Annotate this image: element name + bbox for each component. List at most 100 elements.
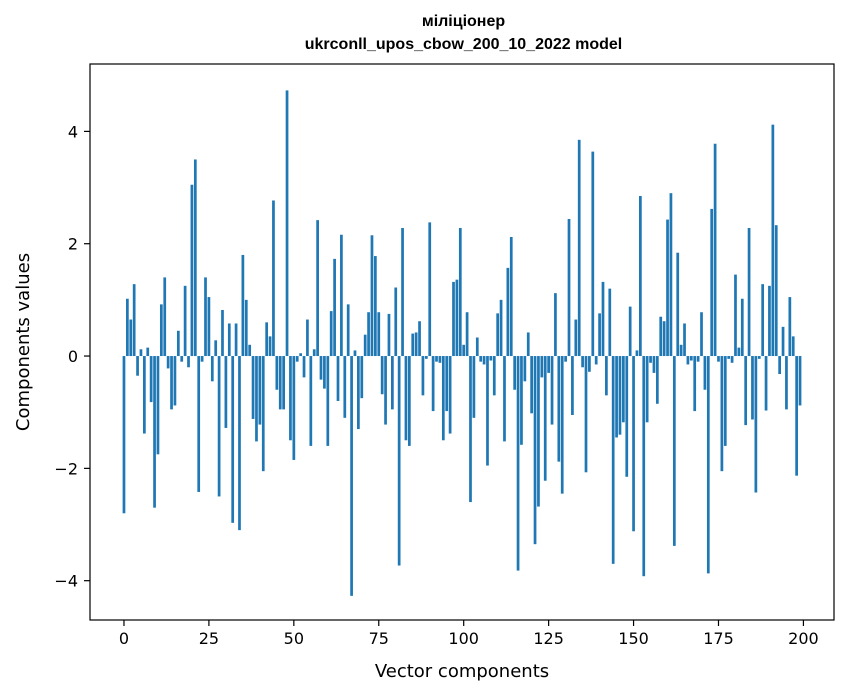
bar-136 <box>584 356 588 473</box>
x-axis-ticks: 0 25 50 75 100 125 150 175 200 <box>119 620 819 648</box>
bar-146 <box>618 356 622 435</box>
bar-183 <box>744 356 748 426</box>
bar-1 <box>126 298 129 357</box>
bar-117 <box>520 356 523 445</box>
bar-137 <box>588 356 591 372</box>
bar-150 <box>632 356 635 532</box>
bar-195 <box>785 356 788 410</box>
bar-38 <box>251 356 255 419</box>
x-tick-label: 200 <box>788 629 819 648</box>
bar-29 <box>221 309 224 357</box>
bar-46 <box>278 356 282 410</box>
bar-86 <box>414 332 418 357</box>
bar-129 <box>560 356 564 494</box>
bar-97 <box>452 281 455 357</box>
bar-14 <box>170 356 173 410</box>
bar-179 <box>730 356 734 363</box>
bar-154 <box>645 356 649 423</box>
bar-149 <box>628 306 632 357</box>
bar-62 <box>333 258 336 357</box>
bar-77 <box>384 356 387 425</box>
bar-182 <box>740 298 744 357</box>
bar-52 <box>299 353 302 357</box>
bar-107 <box>486 356 489 466</box>
bar-96 <box>448 356 452 434</box>
bar-19 <box>187 356 190 368</box>
bar-41 <box>261 356 265 472</box>
x-tick-label: 25 <box>199 629 219 648</box>
bar-23 <box>200 356 204 362</box>
y-tick-label: 0 <box>68 347 78 366</box>
bar-72 <box>367 312 370 357</box>
bar-28 <box>217 356 221 497</box>
bar-13 <box>166 356 170 369</box>
bar-108 <box>489 356 493 361</box>
bar-75 <box>377 312 381 357</box>
bar-24 <box>204 277 207 357</box>
bar-173 <box>710 208 714 357</box>
bar-93 <box>438 356 442 363</box>
bar-165 <box>683 323 686 357</box>
bar-192 <box>774 225 778 357</box>
bar-57 <box>316 220 319 357</box>
bar-100 <box>462 344 466 357</box>
plot-frame <box>89 63 835 621</box>
bar-178 <box>727 356 731 359</box>
bar-91 <box>431 356 435 412</box>
bar-187 <box>757 356 761 359</box>
bar-11 <box>159 304 163 357</box>
bar-101 <box>465 312 469 357</box>
bar-48 <box>285 90 289 357</box>
bar-114 <box>509 236 513 357</box>
bar-83 <box>404 356 408 441</box>
bar-2 <box>129 319 133 357</box>
bar-47 <box>282 356 285 410</box>
bar-115 <box>513 356 517 390</box>
bar-186 <box>754 356 758 493</box>
bar-159 <box>662 321 666 357</box>
bar-109 <box>492 356 496 396</box>
y-axis-ticks: −4 −2 0 2 4 <box>54 122 90 591</box>
bar-189 <box>764 356 768 411</box>
bar-128 <box>557 356 561 462</box>
y-axis-label: Components values <box>13 253 34 431</box>
bar-156 <box>652 356 656 373</box>
bar-116 <box>516 356 520 571</box>
bar-78 <box>387 313 391 357</box>
y-tick-label: 2 <box>68 235 78 254</box>
bar-12 <box>163 277 167 357</box>
bar-50 <box>292 356 296 460</box>
bar-191 <box>771 124 775 357</box>
bar-142 <box>605 356 608 396</box>
bar-42 <box>265 322 269 357</box>
bar-70 <box>360 356 364 399</box>
bar-69 <box>357 356 360 430</box>
bar-26 <box>210 356 214 382</box>
bar-82 <box>401 227 404 357</box>
bar-185 <box>751 356 754 420</box>
bar-135 <box>581 356 584 368</box>
bars-group <box>122 90 802 596</box>
bar-103 <box>472 356 476 418</box>
x-tick-label: 50 <box>284 629 304 648</box>
bar-89 <box>424 356 428 359</box>
bar-190 <box>768 285 771 357</box>
bar-194 <box>781 326 785 357</box>
bar-121 <box>533 356 537 545</box>
bar-59 <box>323 356 326 389</box>
bar-112 <box>503 356 506 442</box>
bar-151 <box>635 350 639 357</box>
bar-76 <box>380 356 384 395</box>
bar-124 <box>543 356 547 481</box>
bar-90 <box>428 222 432 357</box>
bar-10 <box>156 356 160 455</box>
bar-125 <box>547 356 550 373</box>
bar-25 <box>207 297 211 357</box>
bar-171 <box>703 356 707 390</box>
bar-113 <box>506 267 510 357</box>
bar-163 <box>676 252 680 357</box>
bar-148 <box>625 356 629 477</box>
bar-58 <box>319 356 323 380</box>
bar-197 <box>791 336 795 357</box>
